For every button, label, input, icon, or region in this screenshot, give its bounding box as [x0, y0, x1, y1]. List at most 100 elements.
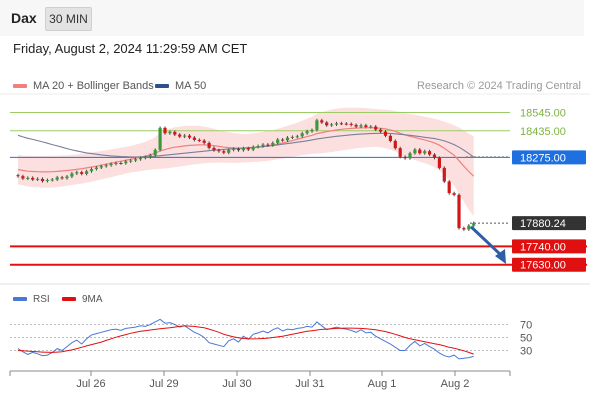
level-label-bg-3 — [512, 216, 586, 231]
candle-body — [285, 137, 290, 141]
rsi-tick-70: 70 — [520, 320, 532, 332]
candle-body — [99, 166, 103, 168]
rsi-ma9-line — [17, 325, 474, 355]
candle-body — [173, 131, 177, 135]
candle-body — [158, 127, 162, 150]
candle-body — [330, 124, 334, 126]
candle-body — [168, 131, 172, 134]
candle-body — [138, 157, 143, 160]
candle-body — [413, 149, 417, 154]
candle-body — [124, 161, 128, 164]
level-label-bg-4 — [512, 239, 586, 254]
candle-body — [339, 123, 343, 125]
legend-ma50-label: MA 50 — [175, 80, 207, 92]
candle-body — [40, 178, 45, 182]
candle-body — [305, 131, 309, 134]
candle-body — [75, 172, 79, 174]
candle-body — [207, 142, 211, 148]
candle-body — [114, 163, 118, 164]
ma50-swatch — [155, 84, 169, 89]
ma20-swatch — [13, 84, 27, 89]
candle-body — [60, 177, 64, 179]
candle-body — [423, 151, 427, 154]
candle-body — [55, 177, 59, 180]
candle-body — [26, 177, 30, 179]
candle-body — [65, 176, 69, 179]
candle-body — [432, 154, 437, 158]
candle-body — [354, 124, 358, 127]
candle-body — [222, 151, 226, 153]
candle-body — [300, 133, 304, 137]
candle-body — [129, 160, 133, 162]
legend-ma50: MA 50 — [155, 80, 206, 92]
candle-body — [344, 123, 348, 125]
candle-body — [36, 178, 40, 180]
candle-body — [374, 126, 378, 130]
candle-body — [109, 163, 113, 166]
candle-body — [437, 157, 441, 168]
candle-body — [187, 135, 192, 138]
candle-body — [295, 136, 299, 138]
candle-body — [251, 146, 255, 150]
candle-body — [192, 137, 196, 140]
candle-body — [246, 148, 250, 150]
candle-body — [104, 165, 108, 167]
candle-body — [418, 149, 422, 154]
top-bar: Dax 30 MIN — [0, 0, 584, 36]
candle-body — [442, 167, 446, 182]
candle-body — [472, 223, 476, 226]
candle-body — [334, 123, 339, 125]
datetime-label: Friday, August 2, 2024 11:29:59 AM CET — [13, 41, 248, 56]
candle-body — [197, 139, 201, 141]
candle-body — [119, 163, 123, 164]
level-label-5: 17630.00 — [520, 260, 566, 272]
candle-body — [21, 176, 25, 179]
candle-body — [163, 127, 167, 134]
candle-body — [349, 123, 353, 125]
ma50-line — [17, 132, 475, 158]
level-label-bg-2 — [512, 150, 586, 165]
candle-body — [217, 150, 221, 152]
candle-body — [183, 135, 187, 137]
candle-body — [148, 155, 152, 158]
candle-body — [403, 156, 407, 159]
candle-body — [276, 139, 280, 143]
candle-body — [153, 149, 157, 156]
candle-body — [70, 173, 74, 177]
x-label-2: Jul 30 — [222, 378, 251, 390]
x-label-1: Jul 29 — [149, 378, 178, 390]
candle-body — [241, 148, 245, 151]
credit-text: Research © 2024 Trading Central — [416, 80, 581, 92]
candle-body — [457, 194, 461, 229]
x-label-0: Jul 26 — [76, 378, 105, 390]
ma9-swatch — [62, 297, 76, 301]
candle-body — [379, 129, 383, 132]
level-label-bg-5 — [512, 257, 586, 272]
candle-body — [94, 167, 98, 169]
candle-body — [398, 148, 402, 157]
projection-arrow-shaft — [469, 225, 503, 257]
legend-ma20-label: MA 20 + Bollinger Bands — [33, 80, 154, 92]
candle-body — [266, 144, 270, 146]
symbol-name: Dax — [11, 10, 37, 26]
candle-body — [462, 228, 466, 230]
candle-body — [227, 149, 231, 153]
candle-body — [80, 172, 84, 174]
rsi-line — [17, 318, 474, 360]
candle-body — [315, 120, 319, 130]
candle-body — [45, 180, 49, 181]
candle-body — [256, 146, 260, 148]
level-label-2: 18275.00 — [520, 152, 566, 164]
candle-body — [271, 142, 275, 146]
timeframe-button[interactable]: 30 MIN — [45, 7, 92, 31]
x-label-4: Aug 1 — [368, 378, 397, 390]
rsi-tick-50: 50 — [520, 333, 532, 345]
candle-body — [408, 153, 412, 159]
x-label-5: Aug 2 — [441, 378, 470, 390]
candle-body — [178, 134, 182, 137]
candle-body — [16, 175, 20, 177]
candle-body — [281, 139, 285, 141]
candle-body — [359, 125, 363, 127]
candle-body — [452, 193, 456, 195]
